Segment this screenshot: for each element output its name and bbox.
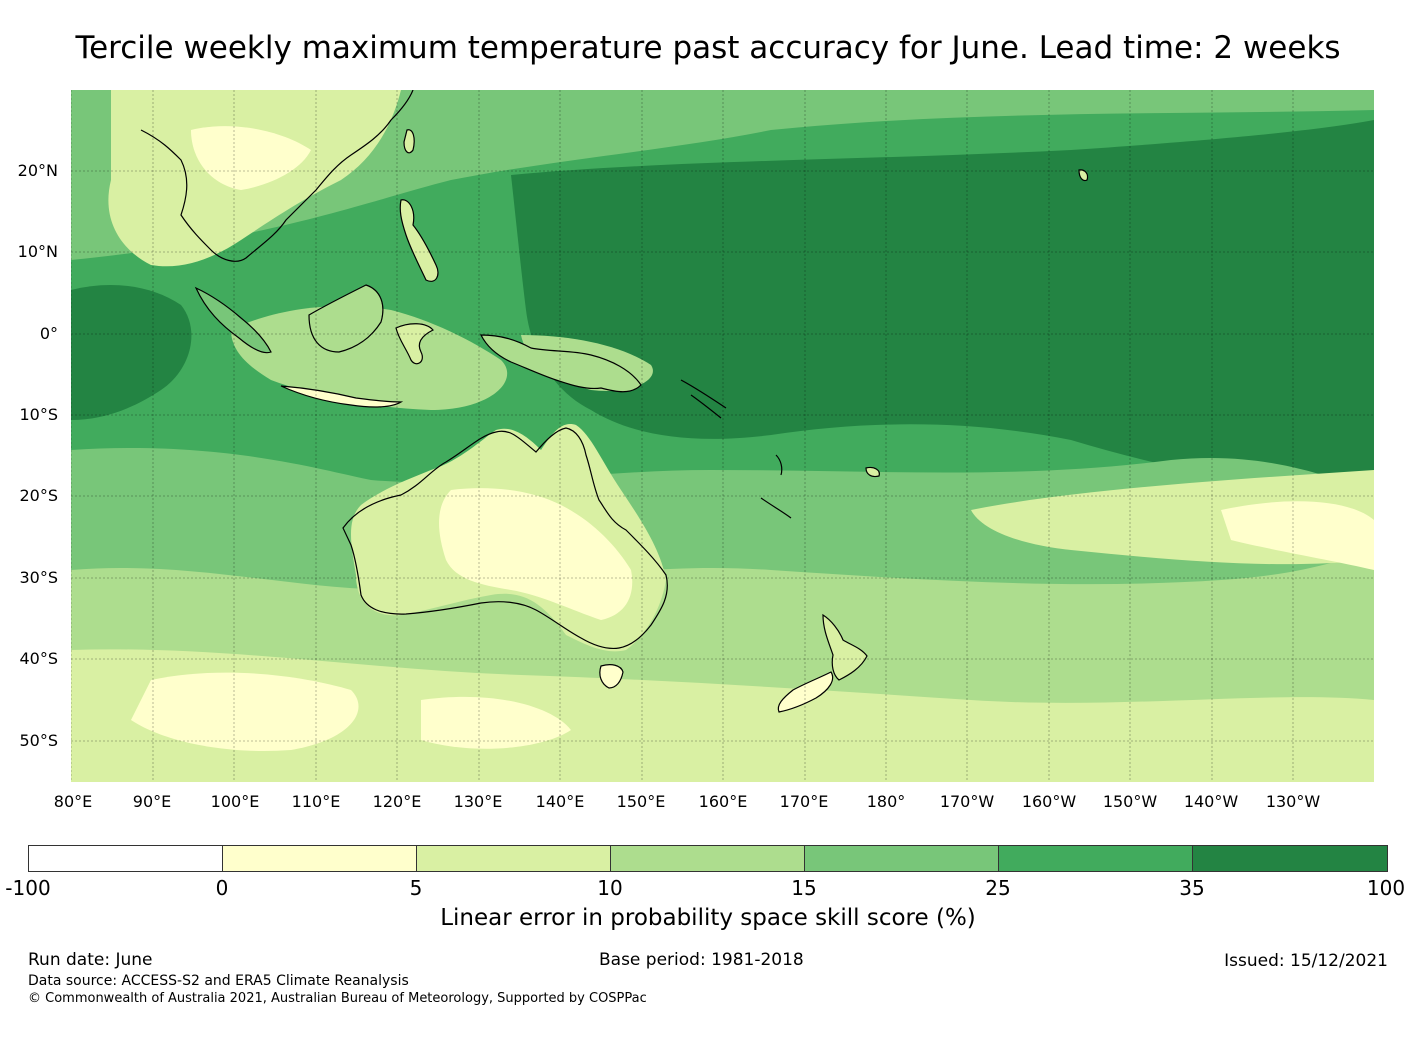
copyright: © Commonwealth of Australia 2021, Austra…	[28, 991, 647, 1006]
colorbar-tick: 35	[1179, 876, 1205, 900]
colorbar-segment	[998, 845, 1193, 872]
lon-label-170e: 170°E	[779, 792, 829, 811]
skill-score-map	[71, 90, 1374, 782]
solomon-islands-outline	[680, 379, 727, 419]
colorbar-segment	[1192, 845, 1388, 872]
map-title: Tercile weekly maximum temperature past …	[75, 30, 1341, 66]
lat-label-10s: 10°S	[19, 405, 58, 424]
colorbar-tick: 0	[215, 876, 229, 900]
vanuatu-outline	[775, 454, 783, 476]
new-guinea-outline	[480, 334, 642, 393]
lon-label-110e: 110°E	[291, 792, 341, 811]
borneo-outline	[308, 284, 384, 353]
tasmania-outline	[599, 664, 624, 689]
colorbar-tick: 10	[597, 876, 623, 900]
lat-label-0: 0°	[39, 324, 58, 343]
lat-label-50s: 50°S	[19, 731, 58, 750]
lon-label-180: 180°	[866, 792, 906, 811]
patch-south-light-2	[421, 696, 571, 749]
lat-label-40s: 40°S	[19, 649, 58, 668]
philippines-outline	[399, 199, 439, 282]
lat-label-20s: 20°S	[19, 486, 58, 505]
nz-south-outline	[777, 671, 834, 713]
lon-label-150w: 150°W	[1102, 792, 1158, 811]
band-south-lighter	[71, 649, 1374, 782]
lon-label-130e: 130°E	[453, 792, 503, 811]
band-north-light	[71, 90, 1374, 260]
sumatra-outline	[194, 286, 272, 354]
colorbar-tick: 5	[409, 876, 423, 900]
colorbar	[28, 845, 1388, 872]
base-period: Base period: 1981-2018	[599, 950, 804, 970]
issued-date: Issued: 15/12/2021	[1224, 951, 1388, 971]
lon-label-100e: 100°E	[210, 792, 260, 811]
colorbar-tick: 100	[1366, 876, 1406, 900]
lon-label-140e: 140°E	[535, 792, 585, 811]
colorbar-segment	[222, 845, 417, 872]
lat-label-20n: 20°N	[17, 161, 58, 180]
lon-label-130w: 130°W	[1265, 792, 1321, 811]
lon-label-80e: 80°E	[53, 792, 93, 811]
lon-label-90e: 90°E	[132, 792, 172, 811]
lon-label-160w: 160°W	[1021, 792, 1077, 811]
taiwan-outline	[403, 129, 415, 154]
colorbar-segment	[28, 845, 223, 872]
run-date: Run date: June	[28, 950, 153, 970]
patch-sw-pacific-light	[1221, 501, 1374, 570]
patch-maritime-light	[231, 306, 508, 410]
australia-outline	[342, 427, 668, 650]
colorbar-tick: 25	[985, 876, 1011, 900]
lon-label-140w: 140°W	[1183, 792, 1239, 811]
lat-label-10n: 10°N	[17, 242, 58, 261]
lat-label-30s: 30°S	[19, 568, 58, 587]
sulawesi-outline	[395, 323, 434, 365]
indochina-outline	[140, 90, 414, 262]
new-caledonia-outline	[760, 497, 792, 519]
colorbar-label: Linear error in probability space skill …	[440, 905, 976, 931]
fiji-outline	[865, 466, 880, 478]
lon-label-150e: 150°E	[616, 792, 666, 811]
colorbar-segment	[610, 845, 805, 872]
colorbar-tick: 15	[791, 876, 817, 900]
java-outline	[280, 385, 404, 408]
nz-north-outline	[822, 613, 868, 681]
hawaii-outline	[1078, 169, 1089, 182]
lon-label-160e: 160°E	[698, 792, 748, 811]
colorbar-tick: -100	[5, 876, 51, 900]
band-tropical-dark	[511, 120, 1374, 495]
australia-core	[439, 488, 633, 620]
map-gridlines	[71, 90, 1374, 782]
patch-asia-lighter	[191, 126, 311, 190]
colorbar-segment	[804, 845, 999, 872]
patch-south-light	[131, 672, 359, 751]
band-indian-dark	[71, 285, 192, 420]
lon-label-120e: 120°E	[372, 792, 422, 811]
data-source: Data source: ACCESS-S2 and ERA5 Climate …	[28, 973, 409, 989]
colorbar-segment	[416, 845, 611, 872]
lon-label-170w: 170°W	[939, 792, 995, 811]
